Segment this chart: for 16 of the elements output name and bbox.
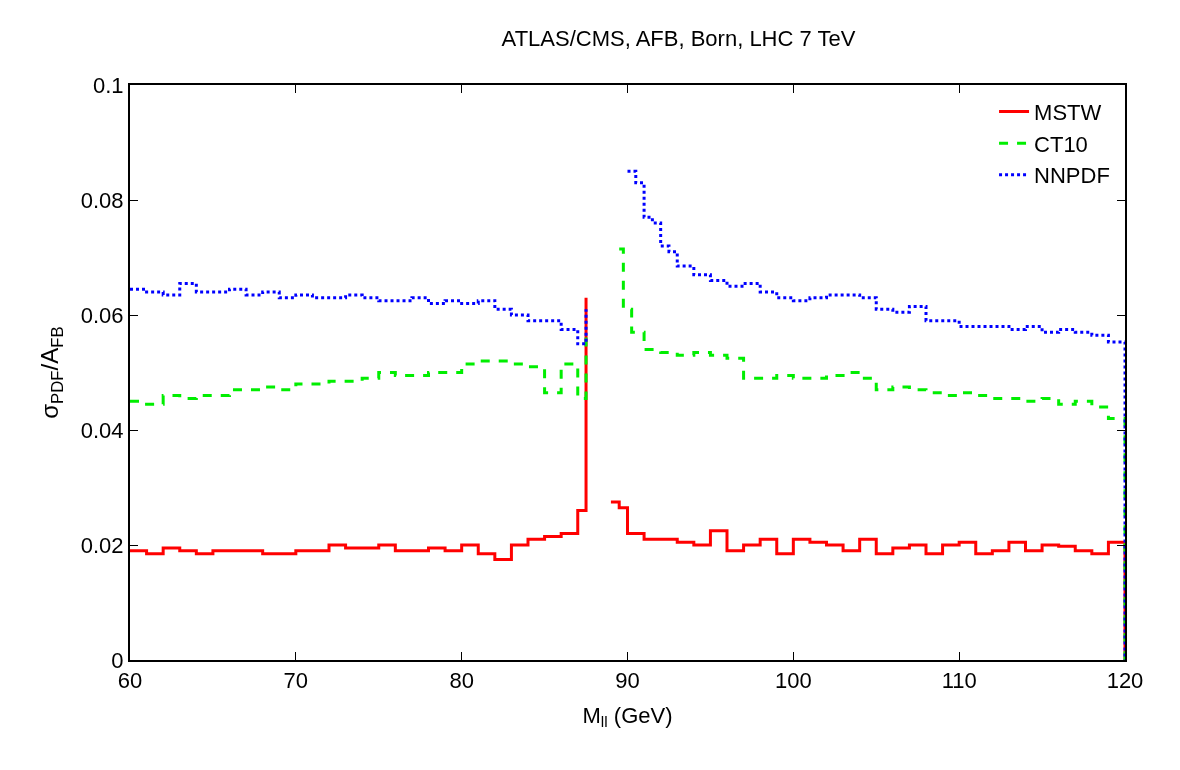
y-tick-label: 0.04 bbox=[80, 417, 124, 443]
x-tick-label: 120 bbox=[1106, 668, 1144, 694]
y-tick-label: 0.1 bbox=[93, 72, 124, 98]
legend-label: MSTW bbox=[1034, 100, 1102, 126]
chart-title: ATLAS/CMS, AFB, Born, LHC 7 TeV bbox=[501, 26, 856, 52]
y-tick-label: 0.02 bbox=[80, 532, 124, 558]
x-tick-label: 110 bbox=[941, 668, 977, 694]
x-tick-label: 100 bbox=[774, 668, 812, 694]
x-axis-title: M$_{ll}$ (GeV) bbox=[582, 702, 673, 731]
y-tick-label: 0.06 bbox=[80, 302, 124, 328]
legend-label: CT10 bbox=[1034, 131, 1088, 157]
x-tick-label: 80 bbox=[449, 668, 474, 694]
legend-label: NNPDF bbox=[1034, 163, 1110, 189]
x-tick-label: 70 bbox=[283, 668, 309, 694]
y-tick-label: 0.08 bbox=[80, 187, 124, 213]
x-tick-label: 90 bbox=[615, 668, 640, 694]
